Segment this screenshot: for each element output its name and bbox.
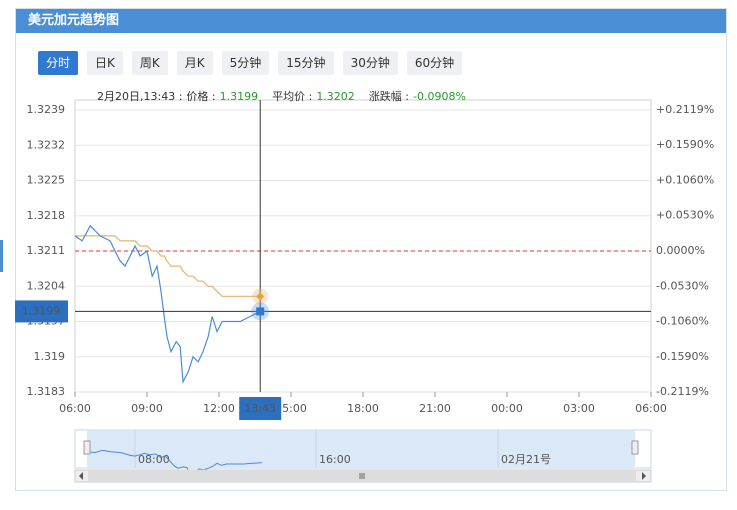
tab[interactable]: 分时 <box>38 51 79 75</box>
panel-title: 美元加元趋势图 <box>16 9 726 33</box>
side-indicator <box>0 240 3 272</box>
x-tick-label: 06:00 <box>635 402 667 415</box>
crosshair-price-box <box>15 300 68 323</box>
x-tick-label: 15:00 <box>275 402 307 415</box>
x-tick-label: 18:00 <box>347 402 379 415</box>
tab[interactable]: 周K <box>131 51 168 75</box>
y2-tick-label: +0.1060% <box>656 173 714 186</box>
y2-tick-label: -0.0530% <box>656 279 709 292</box>
x-tick-label: 06:00 <box>59 402 91 415</box>
tab[interactable]: 月K <box>176 51 213 75</box>
y2-tick-label: -0.1590% <box>656 350 709 363</box>
tab[interactable]: 60分钟 <box>406 51 463 75</box>
navigator-handle[interactable] <box>83 440 91 455</box>
y-tick-label: 1.3239 <box>27 103 66 116</box>
scroll-left[interactable] <box>79 472 83 480</box>
y2-tick-label: +0.2119% <box>656 103 714 116</box>
info-line: 2月20日,13:43 : 价格 : 1.3199 平均价 : 1.3202 涨跌幅 :-… <box>97 89 466 103</box>
info-text: 价格 : <box>186 89 215 103</box>
y-tick-label: 1.3232 <box>27 138 66 151</box>
y2-tick-label: +0.1590% <box>656 138 714 151</box>
info-text: 平均价 : <box>272 90 312 103</box>
series-line <box>87 449 263 474</box>
y2-tick-label: -0.2119% <box>656 385 709 398</box>
tab[interactable]: 15分钟 <box>278 51 334 75</box>
navigator-label: 02月21号 <box>501 453 551 466</box>
y-tick-label: 1.3204 <box>27 279 66 292</box>
x-tick-label: 00:00 <box>491 402 523 415</box>
x-tick-label: 09:00 <box>131 402 163 415</box>
x-tick-label: 03:00 <box>563 402 595 415</box>
plot-frame <box>74 99 652 393</box>
info-text: -0.0908% <box>413 90 466 103</box>
y2-tick-label: 0.0000% <box>656 244 705 257</box>
y2-tick-label: +0.0530% <box>656 209 714 222</box>
tab[interactable]: 日K <box>87 51 123 75</box>
y-tick-label: 1.3218 <box>27 209 66 222</box>
series-line <box>75 235 261 297</box>
y-tick-label: 1.319 <box>34 350 66 363</box>
y-tick-label: 1.3211 <box>27 244 66 257</box>
avg-marker <box>256 292 265 301</box>
info-text: 1.3202 <box>316 90 355 103</box>
x-tick-label: 12:00 <box>203 402 235 415</box>
scroll-right[interactable] <box>642 472 646 480</box>
navigator-window <box>87 430 635 468</box>
y-tick-label: 1.3183 <box>27 385 66 398</box>
tab[interactable]: 30分钟 <box>342 51 398 75</box>
price-marker <box>256 307 265 316</box>
tab[interactable]: 5分钟 <box>221 51 270 75</box>
x-tick-label: 21:00 <box>419 402 451 415</box>
info-text: 1.3199 <box>220 90 259 103</box>
navigator-handle[interactable] <box>631 440 639 455</box>
info-text: 涨跌幅 : <box>369 89 409 103</box>
tab-bar: 分时 日K 周K 月K 5分钟 15分钟 30分钟 60分钟 <box>38 51 463 75</box>
info-text: 2月20日,13:43 : <box>97 90 182 103</box>
crosshair-time-box <box>239 397 282 420</box>
navigator-label: 08:00 <box>138 453 170 466</box>
panel: 美元加元趋势图 分时 日K 周K 月K 5分钟 15分钟 30分钟 60分钟 <box>15 8 727 491</box>
navigator-label: 16:00 <box>319 453 351 466</box>
crosshair-time: 13:43 <box>244 402 276 415</box>
y-tick-label: 1.3225 <box>27 174 66 187</box>
y2-tick-label: -0.1060% <box>656 315 709 328</box>
crosshair-price: 1.3199 <box>22 304 61 317</box>
series-line <box>74 224 261 385</box>
